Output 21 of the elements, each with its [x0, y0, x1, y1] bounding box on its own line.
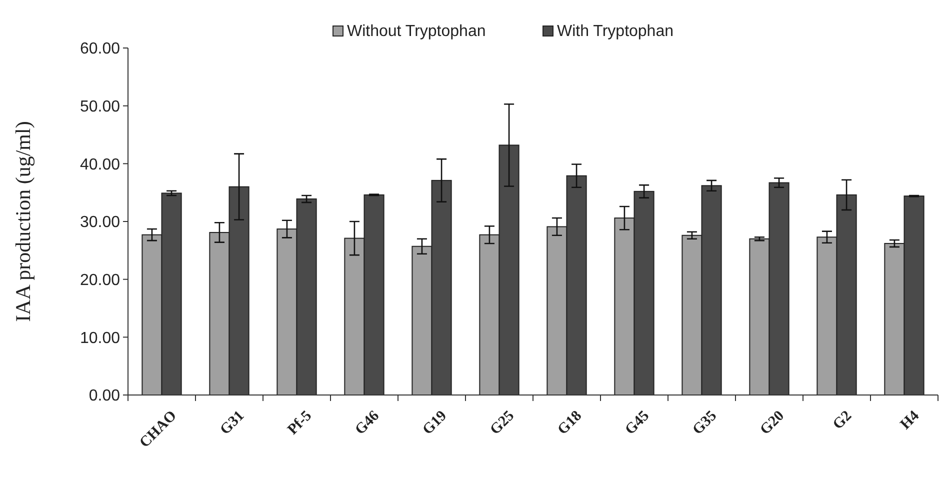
x-tick-label: G31	[217, 408, 248, 438]
x-tick-label: Pf-5	[284, 408, 316, 438]
y-tick-label: 10.00	[80, 330, 120, 347]
y-axis-title: IAA production (ug/ml)	[11, 121, 35, 322]
y-tick-label: 60.00	[80, 40, 120, 58]
legend-label: Without Tryptophan	[347, 23, 486, 40]
legend-label: With Tryptophan	[557, 23, 674, 40]
y-tick-label: 30.00	[80, 214, 120, 232]
y-tick-label: 20.00	[80, 272, 120, 289]
y-tick-label: 0.00	[88, 388, 120, 405]
x-tick-label: G20	[757, 408, 788, 438]
x-tick-label: G25	[487, 408, 518, 438]
y-tick-label: 40.00	[80, 156, 120, 174]
y-tick-label: 50.00	[80, 98, 120, 116]
x-tick-label: G19	[420, 408, 450, 438]
x-tick-label: G2	[830, 408, 856, 433]
x-tick-label: G45	[622, 408, 653, 438]
x-tick-label: G18	[554, 408, 586, 438]
x-tick-label: G35	[690, 408, 720, 438]
x-tick-label: G46	[352, 408, 383, 438]
x-tick-label: H4	[898, 408, 923, 433]
